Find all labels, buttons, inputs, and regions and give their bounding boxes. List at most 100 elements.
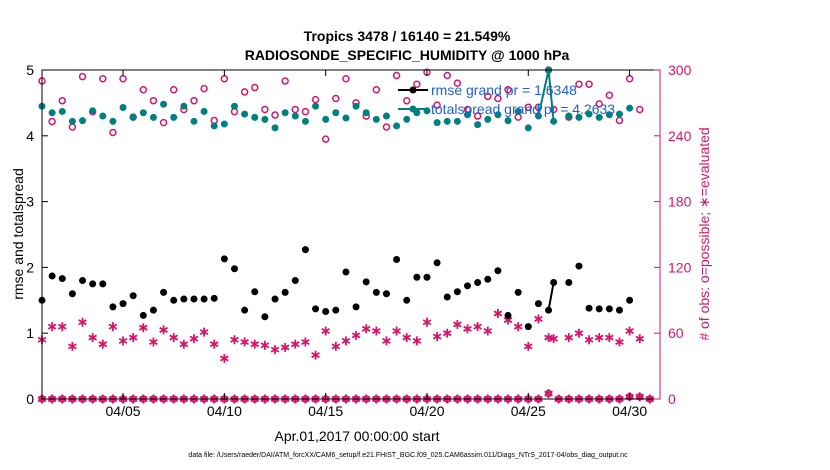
obs-evaluated-point xyxy=(128,333,138,343)
obs-possible-point xyxy=(149,96,158,105)
obs-evaluated-point xyxy=(88,333,98,343)
obs-evaluated-point xyxy=(351,330,361,340)
rmse-point xyxy=(170,296,178,304)
obs-possible-point xyxy=(58,96,67,105)
obs-evaluated-point xyxy=(47,322,57,332)
totalspread-point xyxy=(372,115,380,123)
totalspread-point xyxy=(565,112,573,120)
rmse-point xyxy=(79,277,87,285)
obs-evaluated-point xyxy=(57,322,67,332)
x-tick-label: 04/05 xyxy=(106,403,141,419)
y-axis-left: 0 1 2 3 4 5 xyxy=(26,62,48,407)
y-axis-right: 0 60 120 180 240 300 xyxy=(654,62,692,407)
rmse-point xyxy=(200,295,208,303)
obs-evaluated-point xyxy=(534,314,543,324)
rmse-point xyxy=(58,275,66,283)
x-tick-label: 04/20 xyxy=(409,403,444,419)
obs-possible-point xyxy=(261,105,269,114)
totalspread-point xyxy=(504,117,512,125)
totalspread-point xyxy=(524,124,532,132)
obs-possible-bottom-point xyxy=(635,393,644,401)
totalspread-point xyxy=(494,111,502,119)
obs-evaluated-point xyxy=(149,337,158,347)
rmse-point xyxy=(160,288,168,296)
rmse-point xyxy=(565,279,573,287)
obs-possible-point xyxy=(372,85,381,94)
rmse-point xyxy=(504,311,512,319)
rmse-point xyxy=(301,246,309,254)
obs-evaluated-point xyxy=(189,334,199,344)
totalspread-point xyxy=(575,113,583,121)
totalspread-point xyxy=(453,117,461,125)
obs-possible-point xyxy=(332,94,340,103)
chart-title-line2: RADIOSONDE_SPECIFIC_HUMIDITY @ 1000 hPa xyxy=(245,47,570,63)
rmse-point xyxy=(393,256,401,264)
totalspread-point xyxy=(99,112,107,120)
obs-evaluated-point xyxy=(523,341,533,351)
rmse-point xyxy=(271,295,279,303)
y-left-tick-label: 0 xyxy=(26,391,34,407)
x-tick-label: 04/10 xyxy=(207,403,242,419)
totalspread-point xyxy=(605,111,613,119)
totalspread-point xyxy=(129,113,137,121)
obs-evaluated-point xyxy=(240,337,249,347)
obs-evaluated-point xyxy=(432,331,442,341)
y-right-tick-label: 120 xyxy=(668,259,692,275)
totalspread-point xyxy=(514,107,522,115)
obs-evaluated-point xyxy=(564,333,574,343)
obs-evaluated-point xyxy=(463,324,472,334)
plot-area xyxy=(42,70,660,399)
rmse-point xyxy=(575,262,583,270)
obs-evaluated-point xyxy=(108,322,118,332)
totalspread-point xyxy=(322,115,330,123)
obs-possible-point xyxy=(635,105,644,114)
totalspread-point xyxy=(200,107,208,115)
rmse-point xyxy=(403,296,411,304)
x-tick-label: 04/25 xyxy=(511,403,546,419)
obs-evaluated-point xyxy=(270,345,280,355)
obs-possible-point xyxy=(494,94,502,103)
obs-evaluated-point xyxy=(382,336,391,346)
totalspread-point xyxy=(109,117,117,125)
obs-possible-point xyxy=(271,111,279,119)
obs-evaluated-point xyxy=(230,335,239,345)
obs-evaluated-point xyxy=(442,328,452,338)
totalspread-point xyxy=(474,121,482,129)
y-right-tick-label: 0 xyxy=(668,391,676,407)
totalspread-point xyxy=(484,115,492,123)
obs-evaluated-point xyxy=(473,322,482,332)
obs-possible-point xyxy=(575,80,583,89)
totalspread-point xyxy=(210,122,218,130)
rmse-point xyxy=(129,292,137,300)
totalspread-point xyxy=(615,110,623,118)
obs-evaluated-point xyxy=(549,334,558,344)
x-axis-label: Apr.01,2017 00:00:00 start xyxy=(274,428,439,444)
obs-evaluated-point xyxy=(260,340,270,350)
totalspread-point xyxy=(180,102,188,110)
totalspread-point xyxy=(220,120,228,128)
obs-possible-point xyxy=(585,80,593,89)
obs-possible-point xyxy=(443,71,451,80)
obs-possible-point xyxy=(484,92,492,101)
rmse-point xyxy=(413,273,421,281)
obs-evaluated-point xyxy=(392,326,401,336)
obs-evaluated-point xyxy=(483,326,493,336)
totalspread-point xyxy=(281,109,289,117)
rmse-point xyxy=(332,306,340,314)
obs-possible-point xyxy=(392,71,401,80)
totalspread-point xyxy=(68,117,76,125)
obs-possible-point xyxy=(321,135,330,143)
y-left-tick-label: 1 xyxy=(26,325,34,341)
data-file-footer: data file: /Users/raeder/DAI/ATM_forcXX/… xyxy=(188,452,628,459)
obs-evaluated-point xyxy=(301,337,310,347)
obs-evaluated-point xyxy=(179,339,189,349)
totalspread-point xyxy=(301,117,309,125)
totalspread-point xyxy=(291,112,299,120)
rmse-point xyxy=(382,290,390,298)
rmse-point xyxy=(261,313,269,321)
totalspread-point xyxy=(626,104,634,112)
y-right-tick-label: 180 xyxy=(668,194,692,210)
totalspread-point xyxy=(170,113,178,121)
obs-possible-point xyxy=(453,79,462,87)
totalspread-point xyxy=(382,112,390,120)
